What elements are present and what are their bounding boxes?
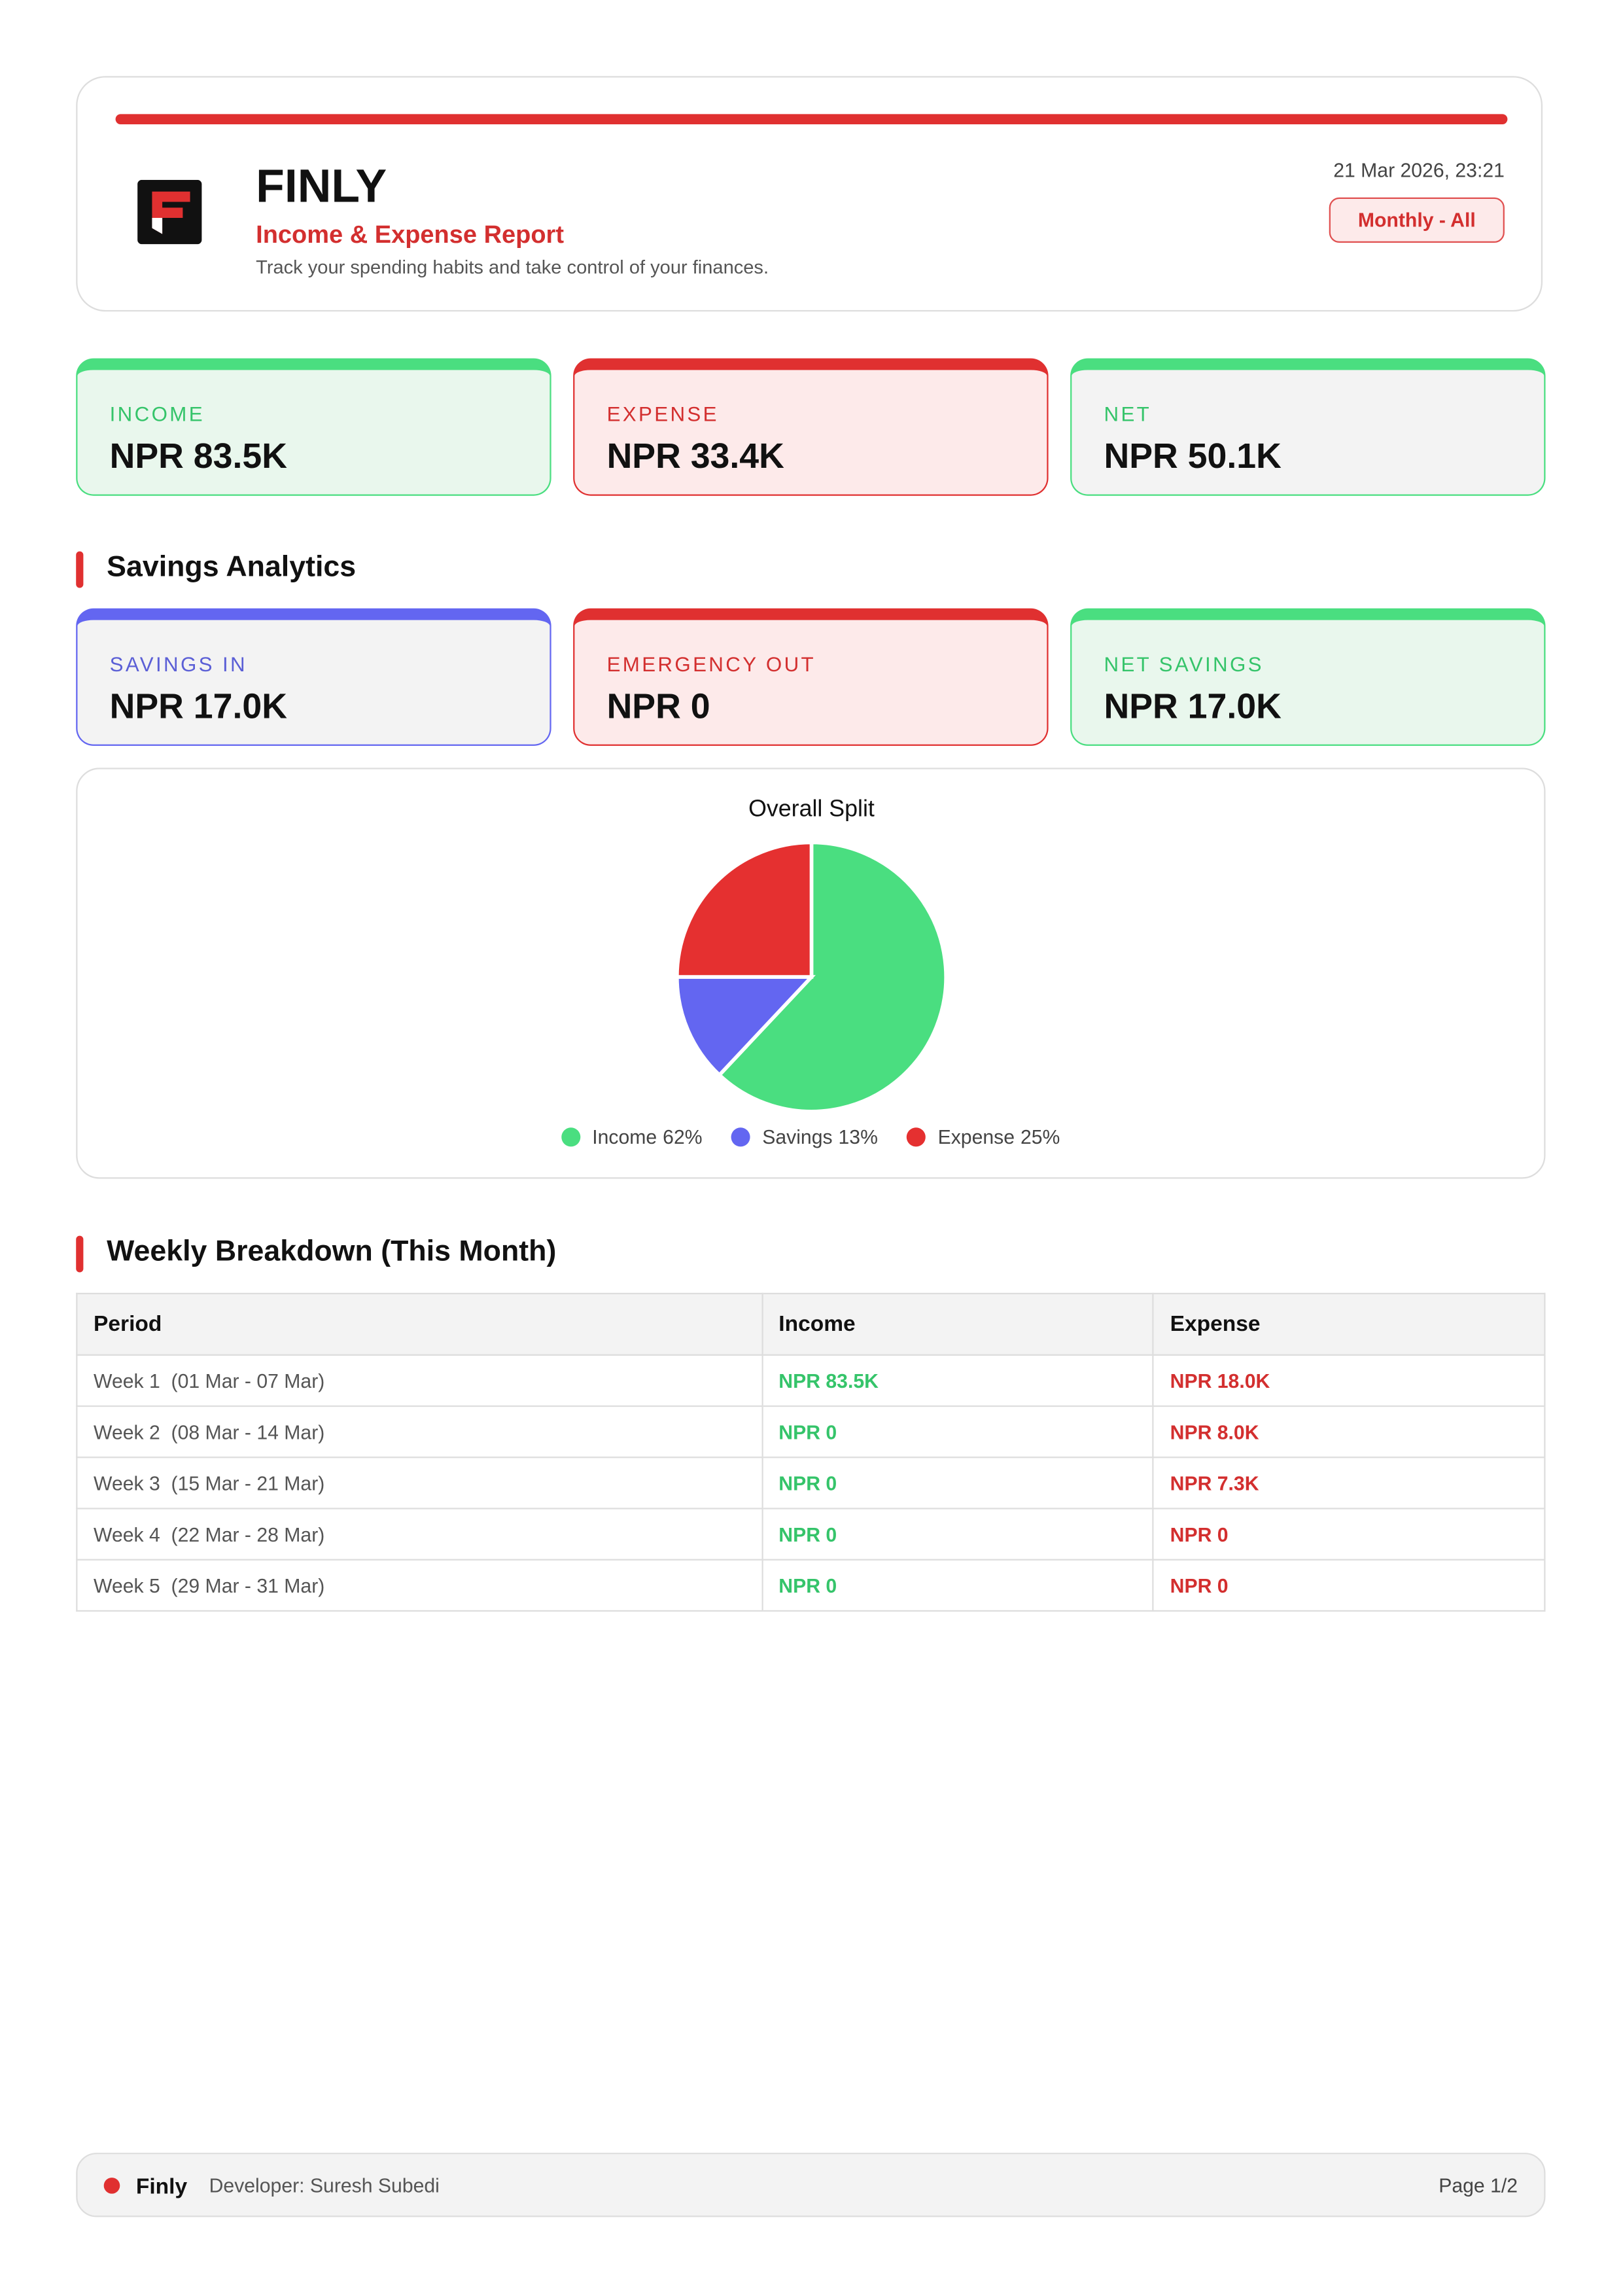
- filter-badge: Monthly - All: [1329, 197, 1505, 243]
- card-label: NET SAVINGS: [1104, 652, 1264, 676]
- column-header: Period: [76, 1292, 763, 1356]
- period-cell: Week 1 (01 Mar - 07 Mar): [76, 1354, 763, 1407]
- chart-card: Overall Split Income 62% Savings 13% Expense…: [76, 768, 1546, 1179]
- card-label: EMERGENCY OUT: [606, 652, 816, 676]
- legend-label: Savings: [762, 1126, 833, 1148]
- emergency-out-card: EMERGENCY OUT NPR 0: [573, 608, 1049, 746]
- section-bar: [76, 1235, 84, 1273]
- card-label: INCOME: [109, 402, 205, 426]
- expense-cell: NPR 18.0K: [1152, 1354, 1546, 1407]
- footer-brand: Finly: [135, 2174, 188, 2200]
- legend-value: 25%: [1020, 1126, 1060, 1148]
- savings-in-card: SAVINGS IN NPR 17.0K: [76, 608, 551, 746]
- net-card: NET NPR 50.1K: [1070, 358, 1546, 496]
- period-cell: Week 3 (15 Mar - 21 Mar): [76, 1457, 763, 1510]
- income-cell: NPR 0: [761, 1508, 1155, 1561]
- footer-page: Page 1/2: [1439, 2174, 1518, 2197]
- column-header: Expense: [1152, 1292, 1546, 1356]
- table-row: Week 2 (08 Mar - 14 Mar) NPR 0 NPR 8.0K: [76, 1405, 1546, 1458]
- legend-swatch: [731, 1127, 751, 1147]
- header-row: Period Income Expense: [76, 1292, 1546, 1356]
- tagline: Track your spending habits and take cont…: [256, 256, 769, 278]
- expense-card: EXPENSE NPR 33.4K: [573, 358, 1049, 496]
- card-label: EXPENSE: [606, 402, 719, 426]
- table-row: Week 5 (29 Mar - 31 Mar) NPR 0 NPR 0: [76, 1559, 1546, 1612]
- expense-cell: NPR 0: [1152, 1508, 1546, 1561]
- footer-dot: [103, 2178, 120, 2194]
- section-bar: [76, 551, 84, 588]
- legend-value: 62%: [663, 1126, 703, 1148]
- legend-swatch: [561, 1127, 581, 1147]
- report-title: Income & Expense Report: [256, 221, 565, 249]
- card-value: NPR 17.0K: [109, 687, 287, 727]
- table-body: Week 1 (01 Mar - 07 Mar) NPR 83.5K NPR 18.…: [76, 1354, 1546, 1612]
- period-cell: Week 5 (29 Mar - 31 Mar): [76, 1559, 763, 1612]
- income-cell: NPR 0: [761, 1559, 1155, 1612]
- section-heading: Savings Analytics: [107, 551, 357, 584]
- brand-name: FINLY: [256, 159, 387, 213]
- pie-chart: Overall Split: [675, 796, 948, 1114]
- card-value: NPR 50.1K: [1104, 437, 1282, 477]
- pie-slice: [675, 975, 816, 1078]
- card-label: NET: [1104, 402, 1152, 426]
- pie-slice: [675, 840, 814, 979]
- legend-swatch: [907, 1127, 926, 1147]
- header-card: FINLY Income & Expense Report Track your…: [76, 76, 1543, 312]
- net-savings-card: NET SAVINGS NPR 17.0K: [1070, 608, 1546, 746]
- chart-title: Overall Split: [748, 796, 875, 822]
- timestamp: 21 Mar 2026, 23:21: [1333, 159, 1505, 182]
- card-value: NPR 17.0K: [1104, 687, 1282, 727]
- footer: Finly Developer: Suresh Subedi Page 1/2: [76, 2153, 1546, 2217]
- card-value: NPR 33.4K: [606, 437, 784, 477]
- legend: Income 62% Savings 13% Expense 25%: [77, 1126, 1544, 1148]
- table-row: Week 4 (22 Mar - 28 Mar) NPR 0 NPR 0: [76, 1508, 1546, 1561]
- section-heading: Weekly Breakdown (This Month): [107, 1235, 557, 1268]
- expense-cell: NPR 8.0K: [1152, 1405, 1546, 1458]
- logo: [137, 179, 202, 245]
- expense-cell: NPR 7.3K: [1152, 1457, 1546, 1510]
- period-cell: Week 4 (22 Mar - 28 Mar): [76, 1508, 763, 1561]
- accent-bar: [115, 114, 1508, 124]
- legend-label: Expense: [937, 1126, 1015, 1148]
- income-cell: NPR 0: [761, 1457, 1155, 1510]
- income-card: INCOME NPR 83.5K: [76, 358, 551, 496]
- legend-item: Income 62%: [561, 1126, 703, 1148]
- column-header: Income: [761, 1292, 1155, 1356]
- income-cell: NPR 0: [761, 1405, 1155, 1458]
- table-row: Week 1 (01 Mar - 07 Mar) NPR 83.5K NPR 18.…: [76, 1354, 1546, 1407]
- pie-slice: [716, 840, 948, 1114]
- period-cell: Week 2 (08 Mar - 14 Mar): [76, 1405, 763, 1458]
- card-label: SAVINGS IN: [109, 652, 247, 676]
- expense-cell: NPR 0: [1152, 1559, 1546, 1612]
- legend-label: Income: [592, 1126, 657, 1148]
- footer-developer: Developer: Suresh Subedi: [209, 2174, 440, 2197]
- legend-item: Savings 13%: [731, 1126, 878, 1148]
- card-value: NPR 0: [606, 687, 710, 727]
- weekly-table: Period Income Expense Week 1 (01 Mar - 07 …: [76, 1292, 1546, 1612]
- table-row: Week 3 (15 Mar - 21 Mar) NPR 0 NPR 7.3K: [76, 1457, 1546, 1510]
- legend-item: Expense 25%: [907, 1126, 1060, 1148]
- legend-value: 13%: [838, 1126, 878, 1148]
- card-value: NPR 83.5K: [109, 437, 287, 477]
- income-cell: NPR 83.5K: [761, 1354, 1155, 1407]
